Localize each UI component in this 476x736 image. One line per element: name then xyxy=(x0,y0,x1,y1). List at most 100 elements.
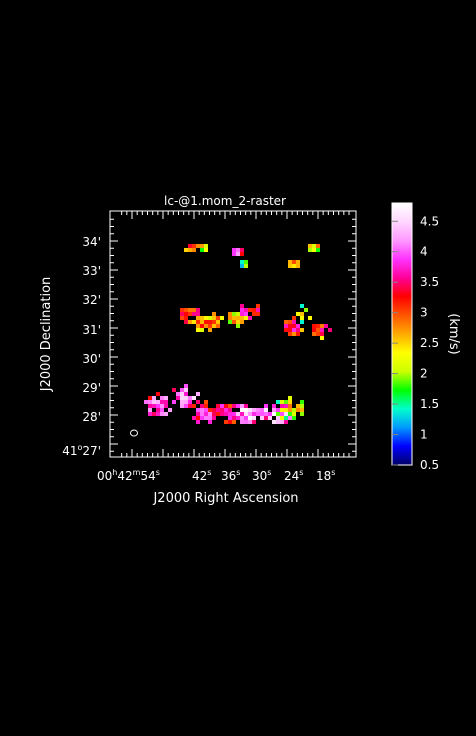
raster-pixel xyxy=(264,408,268,412)
raster-pixel xyxy=(244,408,248,412)
x-tick-label: 24s xyxy=(284,468,303,483)
raster-pixel xyxy=(284,412,288,416)
raster-pixel xyxy=(224,412,228,416)
raster-pixel xyxy=(240,260,244,264)
raster-pixel xyxy=(184,404,188,408)
raster-pixel xyxy=(184,392,188,396)
raster-pixel xyxy=(244,420,248,424)
raster-pixel xyxy=(292,320,296,324)
raster-pixel xyxy=(288,400,292,404)
raster-pixel xyxy=(284,400,288,404)
raster-pixel xyxy=(236,320,240,324)
raster-pixel xyxy=(188,244,192,248)
raster-pixel xyxy=(296,404,300,408)
x-tick-labels: 00h42m54s 42s 36s 30s 24s 18s xyxy=(97,468,335,483)
raster-pixel xyxy=(296,324,300,328)
raster-pixel xyxy=(292,260,296,264)
raster-pixel xyxy=(240,416,244,420)
raster-pixel xyxy=(248,316,252,320)
raster-pixel xyxy=(212,412,216,416)
raster-pixel xyxy=(204,408,208,412)
raster-pixel xyxy=(284,408,288,412)
raster-pixel xyxy=(196,412,200,416)
raster-pixel xyxy=(244,416,248,420)
raster-pixel xyxy=(196,420,200,424)
raster-pixel xyxy=(228,320,232,324)
raster-pixel xyxy=(164,412,168,416)
raster-pixel xyxy=(164,400,168,404)
raster-pixel xyxy=(216,412,220,416)
raster-pixel xyxy=(200,316,204,320)
colorbar-frame xyxy=(391,202,413,466)
raster-pixel xyxy=(152,400,156,404)
raster-pixel xyxy=(276,420,280,424)
y-tick-label: 33' xyxy=(82,264,101,278)
raster-pixel xyxy=(188,400,192,404)
raster-pixel xyxy=(196,320,200,324)
raster-pixel xyxy=(216,324,220,328)
x-tick-label: 30s xyxy=(252,468,271,483)
raster-pixel xyxy=(280,416,284,420)
raster-pixel xyxy=(212,316,216,320)
raster-pixel xyxy=(208,316,212,320)
raster-pixel xyxy=(252,408,256,412)
raster-pixel xyxy=(172,388,176,392)
raster-pixel xyxy=(200,408,204,412)
raster-pixel xyxy=(312,332,316,336)
raster-pixel xyxy=(308,244,312,248)
raster-pixel xyxy=(148,412,152,416)
y-tick-label: 32' xyxy=(82,293,101,307)
raster-pixel xyxy=(300,408,304,412)
raster-pixel xyxy=(188,396,192,400)
raster-pixel xyxy=(292,316,296,320)
raster-pixel xyxy=(288,404,292,408)
raster-pixel xyxy=(312,244,316,248)
raster-pixel xyxy=(288,320,292,324)
raster-pixel xyxy=(148,400,152,404)
raster-pixel xyxy=(156,400,160,404)
raster-pixel xyxy=(300,328,304,332)
raster-pixel xyxy=(288,416,292,420)
raster-pixel xyxy=(328,328,332,332)
raster-pixel xyxy=(240,320,244,324)
raster-pixel xyxy=(256,304,260,308)
raster-pixel xyxy=(248,420,252,424)
raster-pixel xyxy=(252,312,256,316)
colorbar-tick-label: 3.5 xyxy=(420,275,439,289)
raster-pixel xyxy=(296,312,300,316)
raster-pixel xyxy=(292,332,296,336)
raster-pixel xyxy=(224,404,228,408)
raster-pixel xyxy=(200,404,204,408)
raster-pixel xyxy=(240,404,244,408)
raster-pixel xyxy=(252,416,256,420)
raster-pixel xyxy=(232,320,236,324)
x-tick-label: 42s xyxy=(192,468,211,483)
raster-pixel xyxy=(192,248,196,252)
raster-pixel xyxy=(192,312,196,316)
y-axis-label: J2000 Declination xyxy=(39,277,54,393)
raster-pixel xyxy=(196,316,200,320)
raster-pixel xyxy=(272,408,276,412)
raster-pixel xyxy=(320,332,324,336)
plot-frame xyxy=(109,210,357,458)
raster-pixel xyxy=(232,248,236,252)
raster-pixel xyxy=(228,420,232,424)
raster-pixel xyxy=(320,328,324,332)
y-tick-label: 28' xyxy=(82,410,101,424)
raster-pixel xyxy=(204,244,208,248)
raster-pixel xyxy=(148,404,152,408)
raster-pixel xyxy=(200,416,204,420)
raster-pixel xyxy=(256,312,260,316)
colorbar-tick-label: 3 xyxy=(420,306,428,320)
raster-pixel xyxy=(244,308,248,312)
raster-pixel xyxy=(300,312,304,316)
raster-pixel xyxy=(200,248,204,252)
raster-pixel xyxy=(268,416,272,420)
raster-pixel xyxy=(280,404,284,408)
raster-pixel xyxy=(288,412,292,416)
raster-pixel xyxy=(152,396,156,400)
raster-pixel xyxy=(244,264,248,268)
colorbar-ticks xyxy=(392,220,398,466)
raster-pixel xyxy=(188,312,192,316)
y-tick-label: 34' xyxy=(82,235,101,249)
